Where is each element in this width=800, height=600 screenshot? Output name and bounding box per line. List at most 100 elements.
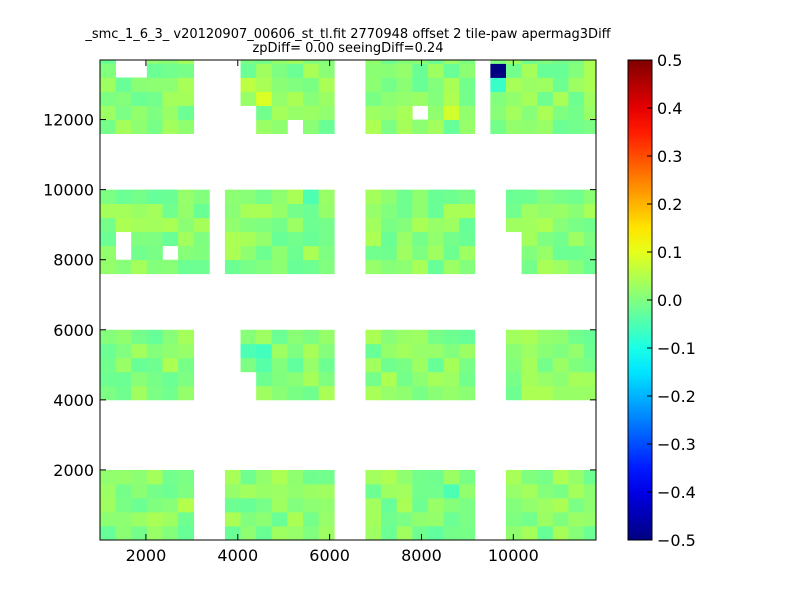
colorbar-tick-label: 0.5 (657, 51, 682, 70)
heatmap-cell (412, 63, 429, 78)
heatmap-cell (287, 91, 304, 106)
heatmap-cell (584, 511, 597, 527)
heatmap-cell (131, 189, 148, 205)
heatmap-cell (178, 511, 195, 527)
heatmap-cell (459, 371, 476, 387)
heatmap-cell (505, 511, 522, 527)
heatmap-cell (256, 357, 273, 373)
heatmap-cell (584, 329, 597, 345)
heatmap-cell (552, 329, 569, 345)
heatmap-cell (412, 329, 429, 345)
heatmap-cell (271, 245, 288, 261)
heatmap-cell (178, 259, 195, 275)
heatmap-cell (381, 60, 398, 64)
heatmap-cell (427, 189, 444, 205)
heatmap-cell (115, 511, 132, 527)
heatmap-cell (412, 469, 429, 485)
heatmap-cell (396, 217, 413, 233)
heatmap-cell (365, 60, 382, 64)
heatmap-cell (365, 231, 382, 247)
heatmap-cell (381, 371, 398, 387)
heatmap-cell (584, 357, 597, 373)
heatmap-cell (302, 63, 319, 78)
heatmap-cell (505, 77, 522, 92)
heatmap-cell (521, 469, 538, 485)
heatmap-cell (568, 231, 585, 247)
heatmap-cell (256, 483, 273, 499)
heatmap-cell (537, 511, 554, 527)
heatmap-cell (381, 245, 398, 261)
chart-title: _smc_1_6_3_ v20120907_00606_st_tl.fit 27… (84, 27, 611, 42)
heatmap-cell (100, 483, 117, 499)
heatmap-cell (537, 483, 554, 499)
heatmap-cell (302, 119, 319, 134)
heatmap-cell (584, 497, 597, 513)
heatmap-cell (381, 63, 398, 78)
heatmap-cell (271, 259, 288, 275)
y-tick-label: 8000 (53, 251, 94, 270)
heatmap-cell (537, 245, 554, 261)
heatmap-cell (287, 63, 304, 78)
heatmap-cell (412, 217, 429, 233)
heatmap-cell (459, 329, 476, 345)
heatmap-cell (178, 217, 195, 233)
heatmap-cell (100, 497, 117, 513)
heatmap-cell (537, 60, 554, 64)
heatmap-cell (178, 203, 195, 219)
heatmap-cell (240, 511, 257, 527)
heatmap-cell (584, 217, 597, 233)
heatmap-cell (396, 357, 413, 373)
heatmap-cell (131, 357, 148, 373)
heatmap-cell (521, 217, 538, 233)
heatmap-cell (178, 497, 195, 513)
heatmap-cell (302, 231, 319, 247)
heatmap-cell (552, 385, 569, 401)
heatmap-cell (318, 60, 335, 64)
heatmap-cell (412, 343, 429, 359)
heatmap-cell (318, 119, 335, 134)
heatmap-cell (224, 231, 241, 247)
heatmap-cell (271, 385, 288, 401)
heatmap-cell (568, 497, 585, 513)
heatmap-cell (552, 119, 569, 134)
heatmap-cell (552, 91, 569, 106)
heatmap-cell (146, 511, 163, 527)
heatmap-cell (318, 483, 335, 499)
heatmap-cell (271, 483, 288, 499)
heatmap-cell (131, 343, 148, 359)
heatmap-cell (131, 497, 148, 513)
colorbar-tick-label: 0.0 (657, 291, 682, 310)
heatmap-cell (459, 91, 476, 106)
heatmap-cell (584, 105, 597, 120)
heatmap-cell (381, 231, 398, 247)
heatmap-cell (162, 371, 179, 387)
heatmap-cell (490, 60, 507, 64)
heatmap-cell (568, 77, 585, 92)
heatmap-cell (100, 259, 117, 275)
heatmap-cell (521, 231, 538, 247)
heatmap-cell (552, 217, 569, 233)
heatmap-cell (146, 217, 163, 233)
heatmap-cell (505, 357, 522, 373)
heatmap-cell (381, 483, 398, 499)
heatmap-cell (443, 119, 460, 134)
heatmap-cell (412, 77, 429, 92)
y-tick-label: 4000 (53, 391, 94, 410)
heatmap-cell (412, 497, 429, 513)
heatmap-cell (193, 231, 210, 247)
heatmap-cell (100, 525, 117, 541)
heatmap-cell (193, 189, 210, 205)
heatmap-cell (287, 245, 304, 261)
heatmap-cell (552, 77, 569, 92)
heatmap-cell (256, 329, 273, 345)
heatmap-cell (287, 203, 304, 219)
heatmap-cell (568, 525, 585, 541)
heatmap-cell (146, 231, 163, 247)
heatmap-cell (443, 497, 460, 513)
heatmap-cell (505, 483, 522, 499)
heatmap-cell (459, 119, 476, 134)
heatmap-cell (396, 385, 413, 401)
colorbar-tick-label: 0.2 (657, 195, 682, 214)
heatmap-cell (115, 259, 132, 275)
